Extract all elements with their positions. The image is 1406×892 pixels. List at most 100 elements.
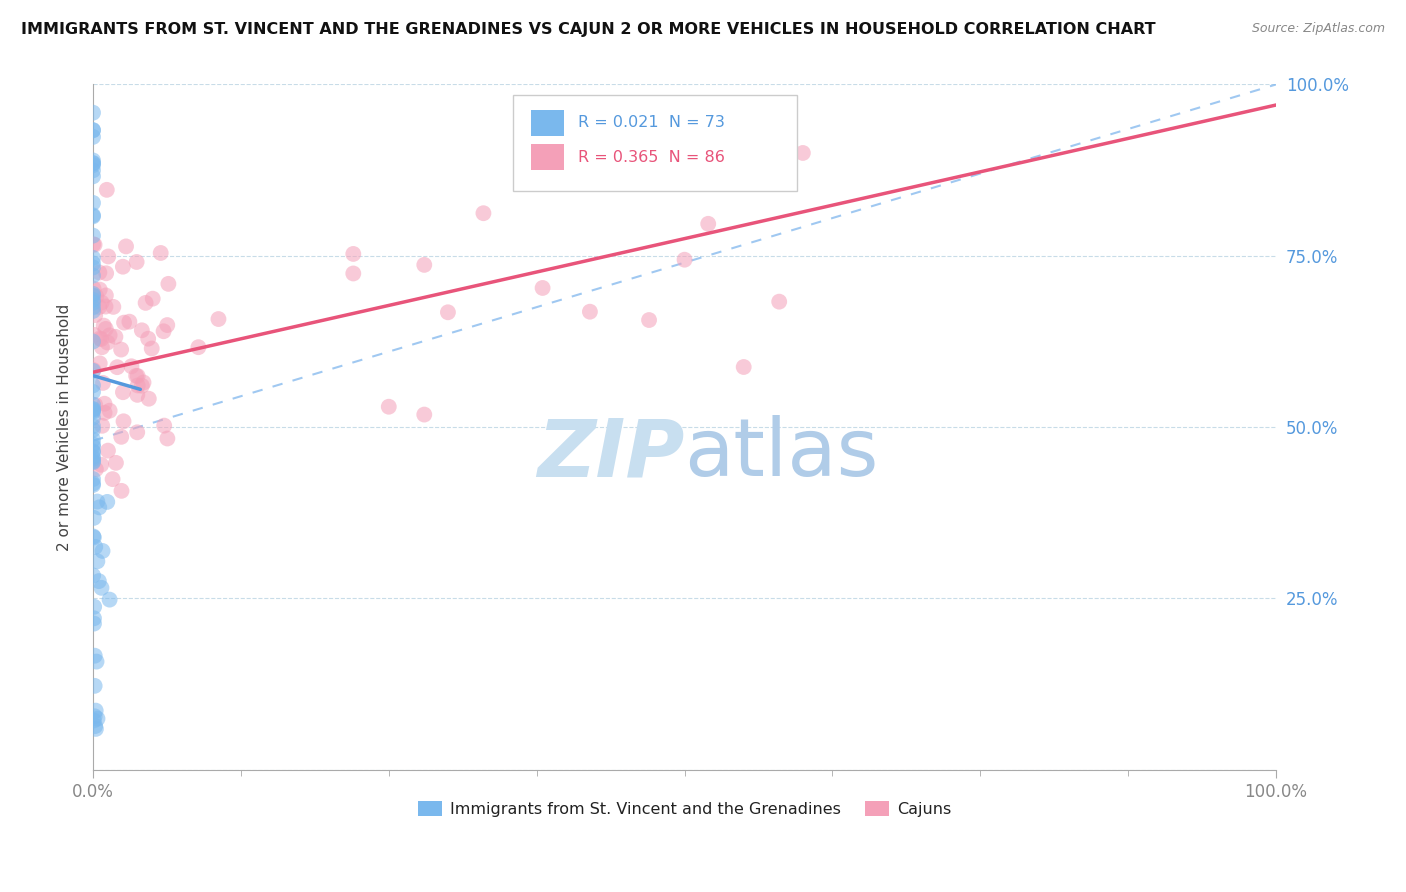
Point [84, 540, 107, 554]
Point [82, 364, 104, 378]
Point [93, 318, 115, 333]
Point [83, 237, 105, 252]
Point [673, 145, 696, 160]
Point [110, 483, 132, 498]
Point [82, 433, 104, 447]
Text: atlas: atlas [685, 416, 879, 493]
Point [127, 425, 149, 440]
Point [156, 432, 179, 446]
Point [89, 265, 111, 279]
Point [82, 286, 104, 301]
Text: R = 0.021  N = 73: R = 0.021 N = 73 [578, 115, 725, 130]
Point [83, 709, 105, 723]
Point [82, 123, 104, 137]
Point [82, 568, 104, 582]
Point [96, 335, 118, 350]
Point [413, 258, 436, 272]
Point [531, 281, 554, 295]
Point [83, 599, 105, 614]
Point [82, 293, 104, 307]
Point [82, 105, 104, 120]
Point [86, 494, 108, 508]
Point [83, 679, 105, 693]
Point [131, 323, 153, 337]
Point [156, 318, 179, 332]
Point [87, 574, 110, 588]
Point [89, 300, 111, 314]
Point [84, 719, 107, 733]
Point [96, 183, 118, 197]
Point [118, 315, 141, 329]
Point [91, 418, 114, 433]
Point [82, 156, 104, 170]
Point [97, 250, 120, 264]
Point [82, 237, 104, 252]
Point [86, 655, 108, 669]
Point [93, 406, 115, 420]
Point [115, 239, 138, 253]
Point [94, 322, 117, 336]
Point [89, 283, 111, 297]
Point [82, 268, 104, 283]
Text: R = 0.365  N = 86: R = 0.365 N = 86 [578, 150, 725, 164]
Point [127, 388, 149, 402]
Point [132, 376, 155, 390]
Point [93, 397, 115, 411]
Point [91, 544, 114, 558]
Point [90, 458, 112, 472]
Point [82, 251, 104, 265]
FancyBboxPatch shape [513, 95, 797, 191]
Point [149, 246, 172, 260]
Point [82, 384, 104, 399]
Point [98, 328, 121, 343]
Point [82, 445, 104, 459]
Point [86, 289, 108, 303]
Point [96, 495, 118, 509]
Point [111, 260, 134, 274]
Point [98, 592, 121, 607]
Point [101, 472, 124, 486]
Point [579, 304, 602, 318]
Point [82, 123, 104, 137]
Point [94, 266, 117, 280]
Point [84, 462, 107, 476]
Point [83, 327, 105, 342]
Point [82, 195, 104, 210]
Text: Source: ZipAtlas.com: Source: ZipAtlas.com [1251, 22, 1385, 36]
Point [638, 313, 661, 327]
Y-axis label: 2 or more Vehicles in Household: 2 or more Vehicles in Household [58, 303, 72, 550]
Point [120, 359, 142, 374]
Point [110, 430, 132, 444]
Point [82, 478, 104, 492]
Point [98, 403, 121, 417]
Point [112, 316, 135, 330]
Point [90, 340, 112, 354]
Point [82, 208, 104, 222]
Point [82, 454, 104, 468]
Point [82, 419, 104, 434]
Point [82, 405, 104, 419]
Legend: Immigrants from St. Vincent and the Grenadines, Cajuns: Immigrants from St. Vincent and the Gren… [412, 795, 957, 823]
Point [141, 342, 163, 356]
Point [82, 402, 104, 417]
Point [83, 531, 105, 545]
Point [673, 252, 696, 267]
Point [131, 379, 153, 393]
Point [82, 301, 104, 315]
Point [84, 398, 107, 412]
Point [187, 340, 209, 354]
Point [127, 369, 149, 384]
Point [103, 300, 125, 314]
Point [82, 472, 104, 486]
Point [89, 331, 111, 345]
Point [82, 440, 104, 454]
Point [82, 228, 104, 243]
Point [110, 343, 132, 357]
Point [125, 255, 148, 269]
Point [82, 210, 104, 224]
Point [82, 163, 104, 178]
Point [733, 359, 755, 374]
Point [86, 554, 108, 568]
Point [82, 169, 104, 184]
Point [342, 267, 364, 281]
